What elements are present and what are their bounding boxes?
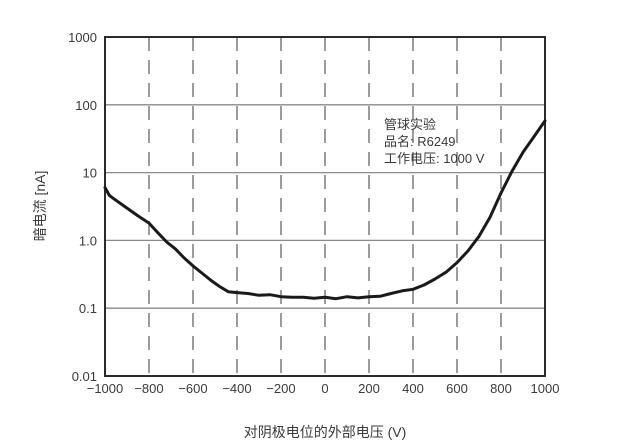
x-tick-label: 1000: [531, 381, 560, 396]
x-tick-label: −600: [178, 381, 207, 396]
x-tick-label: 200: [358, 381, 380, 396]
y-tick-label: 1.0: [79, 233, 97, 248]
x-tick-labels: −1000 −800 −600 −400 −200 0 200 400 600 800 1000: [87, 381, 560, 396]
annotation-line: 管球实验: [384, 117, 436, 132]
y-tick-label: 10: [83, 166, 97, 181]
x-tick-label: 400: [402, 381, 424, 396]
y-tick-label: 0.1: [79, 301, 97, 316]
x-tick-label: 800: [490, 381, 512, 396]
y-axis-title: 暗电流 [nA]: [32, 171, 48, 242]
x-tick-label: −200: [266, 381, 295, 396]
y-tick-label: 1000: [68, 30, 97, 45]
dark-current-curve: [103, 119, 547, 301]
x-tick-label: 0: [321, 381, 328, 396]
plot-frame: [104, 36, 546, 377]
x-gridlines: [148, 37, 502, 376]
y-tick-labels: 0.01 0.1 1.0 10 100 1000: [68, 30, 97, 384]
y-tick-label: 0.01: [72, 369, 97, 384]
y-tick-label: 100: [75, 98, 97, 113]
x-tick-label: −800: [134, 381, 163, 396]
y-gridlines: [105, 104, 545, 309]
x-axis-title: 对阴极电位的外部电压 (V): [244, 424, 407, 440]
x-tick-label: −1000: [87, 381, 124, 396]
annotation-line: 品名: R6249: [384, 134, 456, 149]
annotation-line: 工作电压: 1000 V: [384, 151, 485, 166]
x-tick-label: −400: [222, 381, 251, 396]
x-tick-label: 600: [446, 381, 468, 396]
